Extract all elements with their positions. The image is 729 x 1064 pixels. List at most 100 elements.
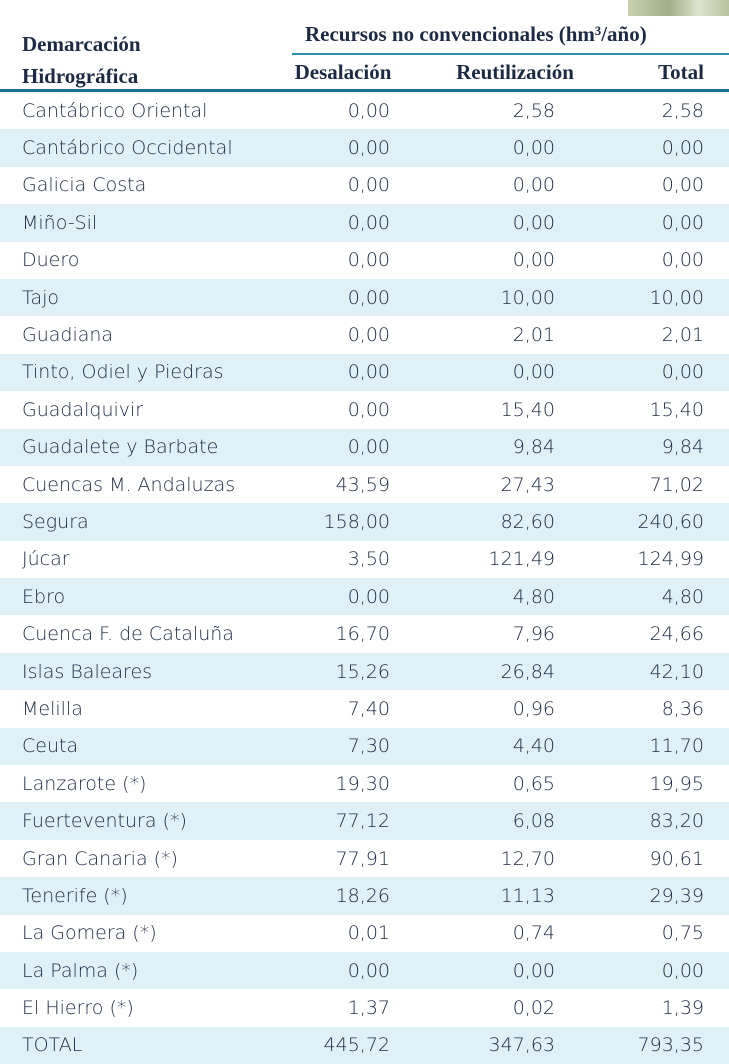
cell-value: 2,01 <box>513 324 555 346</box>
cell-value: 8,36 <box>662 698 704 720</box>
cell-value: 0,00 <box>662 960 704 982</box>
cell-value: 9,84 <box>662 436 704 458</box>
cell-value: 0,00 <box>348 137 390 159</box>
cell-value: 77,91 <box>336 848 390 870</box>
cell-name: Duero <box>22 249 79 271</box>
cell-value: 0,00 <box>662 137 704 159</box>
cell-name: Júcar <box>22 548 70 570</box>
cell-value: 77,12 <box>336 810 390 832</box>
table-row: Guadiana 0,00 2,01 2,01 <box>0 316 729 353</box>
cell-value: 0,00 <box>348 399 390 421</box>
cell-name: Miño-Sil <box>22 212 97 234</box>
cell-value: 18,26 <box>336 885 390 907</box>
cell-value: 0,00 <box>348 324 390 346</box>
cell-name: El Hierro (*) <box>22 997 134 1019</box>
cell-name: Ebro <box>22 586 65 608</box>
cell-value: 0,00 <box>513 361 555 383</box>
group-rule <box>292 53 729 55</box>
cell-value: 158,00 <box>324 511 390 533</box>
cell-name: Tajo <box>22 287 59 309</box>
cell-value: 10,00 <box>501 287 555 309</box>
cell-value: 0,74 <box>513 922 555 944</box>
cell-value: 83,20 <box>650 810 704 832</box>
cell-name: Fuerteventura (*) <box>22 810 187 832</box>
cell-value: 0,00 <box>513 174 555 196</box>
cell-value: 0,00 <box>662 249 704 271</box>
cell-value: 19,30 <box>336 773 390 795</box>
cell-name: Cuenca F. de Cataluña <box>22 623 234 645</box>
cell-value: 7,96 <box>513 623 555 645</box>
table-row: Segura 158,00 82,60 240,60 <box>0 503 729 540</box>
cell-value: 240,60 <box>638 511 704 533</box>
cell-value: 0,96 <box>513 698 555 720</box>
cell-value: 4,40 <box>513 735 555 757</box>
cell-name: Cuencas M. Andaluzas <box>22 474 235 496</box>
column-header: Reutilización <box>445 60 585 85</box>
cell-value: 24,66 <box>650 623 704 645</box>
cell-value: 7,40 <box>348 698 390 720</box>
cell-value: 11,13 <box>501 885 555 907</box>
cell-value: 0,75 <box>662 922 704 944</box>
cell-name: Islas Baleares <box>22 661 152 683</box>
cell-value: 0,00 <box>348 586 390 608</box>
cell-value: 0,00 <box>513 137 555 159</box>
cell-name: Melilla <box>22 698 83 720</box>
table-row: Tinto, Odiel y Piedras0,000,000,00 <box>0 354 729 391</box>
cell-value: 793,35 <box>638 1034 704 1056</box>
cell-value: 0,00 <box>348 249 390 271</box>
cell-name: Guadiana <box>22 324 113 346</box>
cell-value: 11,70 <box>650 735 704 757</box>
first-column-header: Demarcación Hidrográfica <box>22 28 222 92</box>
column-header: Desalación <box>293 60 393 85</box>
cell-value: 9,84 <box>513 436 555 458</box>
cell-value: 0,00 <box>513 249 555 271</box>
cell-value: 0,65 <box>513 773 555 795</box>
cell-value: 71,02 <box>650 474 704 496</box>
cell-value: 82,60 <box>501 511 555 533</box>
cell-name: Gran Canaria (*) <box>22 848 178 870</box>
table-row: Tenerife (*) 18,26 11,13 29,39 <box>0 877 729 914</box>
cell-value: 0,00 <box>348 174 390 196</box>
cell-value: 10,00 <box>650 287 704 309</box>
cell-value: 347,63 <box>489 1034 555 1056</box>
cell-value: 26,84 <box>501 661 555 683</box>
cell-name: Tenerife (*) <box>22 885 128 907</box>
cell-value: 445,72 <box>324 1034 390 1056</box>
cell-value: 29,39 <box>650 885 704 907</box>
cell-value: 2,01 <box>662 324 704 346</box>
cell-name: Guadalquivir <box>22 399 143 421</box>
cell-name: Ceuta <box>22 735 78 757</box>
cell-value: 2,58 <box>662 100 704 122</box>
page-body: {"table": { "header": {"first_column": "… <box>0 0 729 1064</box>
cell-value: 0,00 <box>348 287 390 309</box>
cell-value: 0,00 <box>348 436 390 458</box>
table-row: Guadalquivir 0,00 15,40 15,40 <box>0 391 729 428</box>
table-body: Cantábrico Oriental0,002,582,58Cantábric… <box>0 92 729 1064</box>
cell-value: 15,40 <box>501 399 555 421</box>
cell-value: 1,37 <box>348 997 390 1019</box>
cell-value: 0,00 <box>348 100 390 122</box>
cell-value: 0,00 <box>662 361 704 383</box>
cell-value: 15,40 <box>650 399 704 421</box>
cell-value: 0,00 <box>513 960 555 982</box>
photo-fragment <box>628 0 729 16</box>
cell-value: 4,80 <box>513 586 555 608</box>
cell-value: 0,00 <box>662 212 704 234</box>
page: html, body { margin: 0; padding: 0; } bo… <box>0 0 729 1064</box>
cell-value: 15,26 <box>336 661 390 683</box>
cell-value: 121,49 <box>489 548 555 570</box>
cell-value: 3,50 <box>348 548 390 570</box>
column-header: Total <box>640 60 704 85</box>
cell-name: Cantábrico Occidental <box>22 137 233 159</box>
table-row: Melilla 7,40 0,96 8,36 <box>0 690 729 727</box>
cell-name: Lanzarote (*) <box>22 773 146 795</box>
cell-value: 0,00 <box>348 212 390 234</box>
cell-name: Segura <box>22 511 89 533</box>
